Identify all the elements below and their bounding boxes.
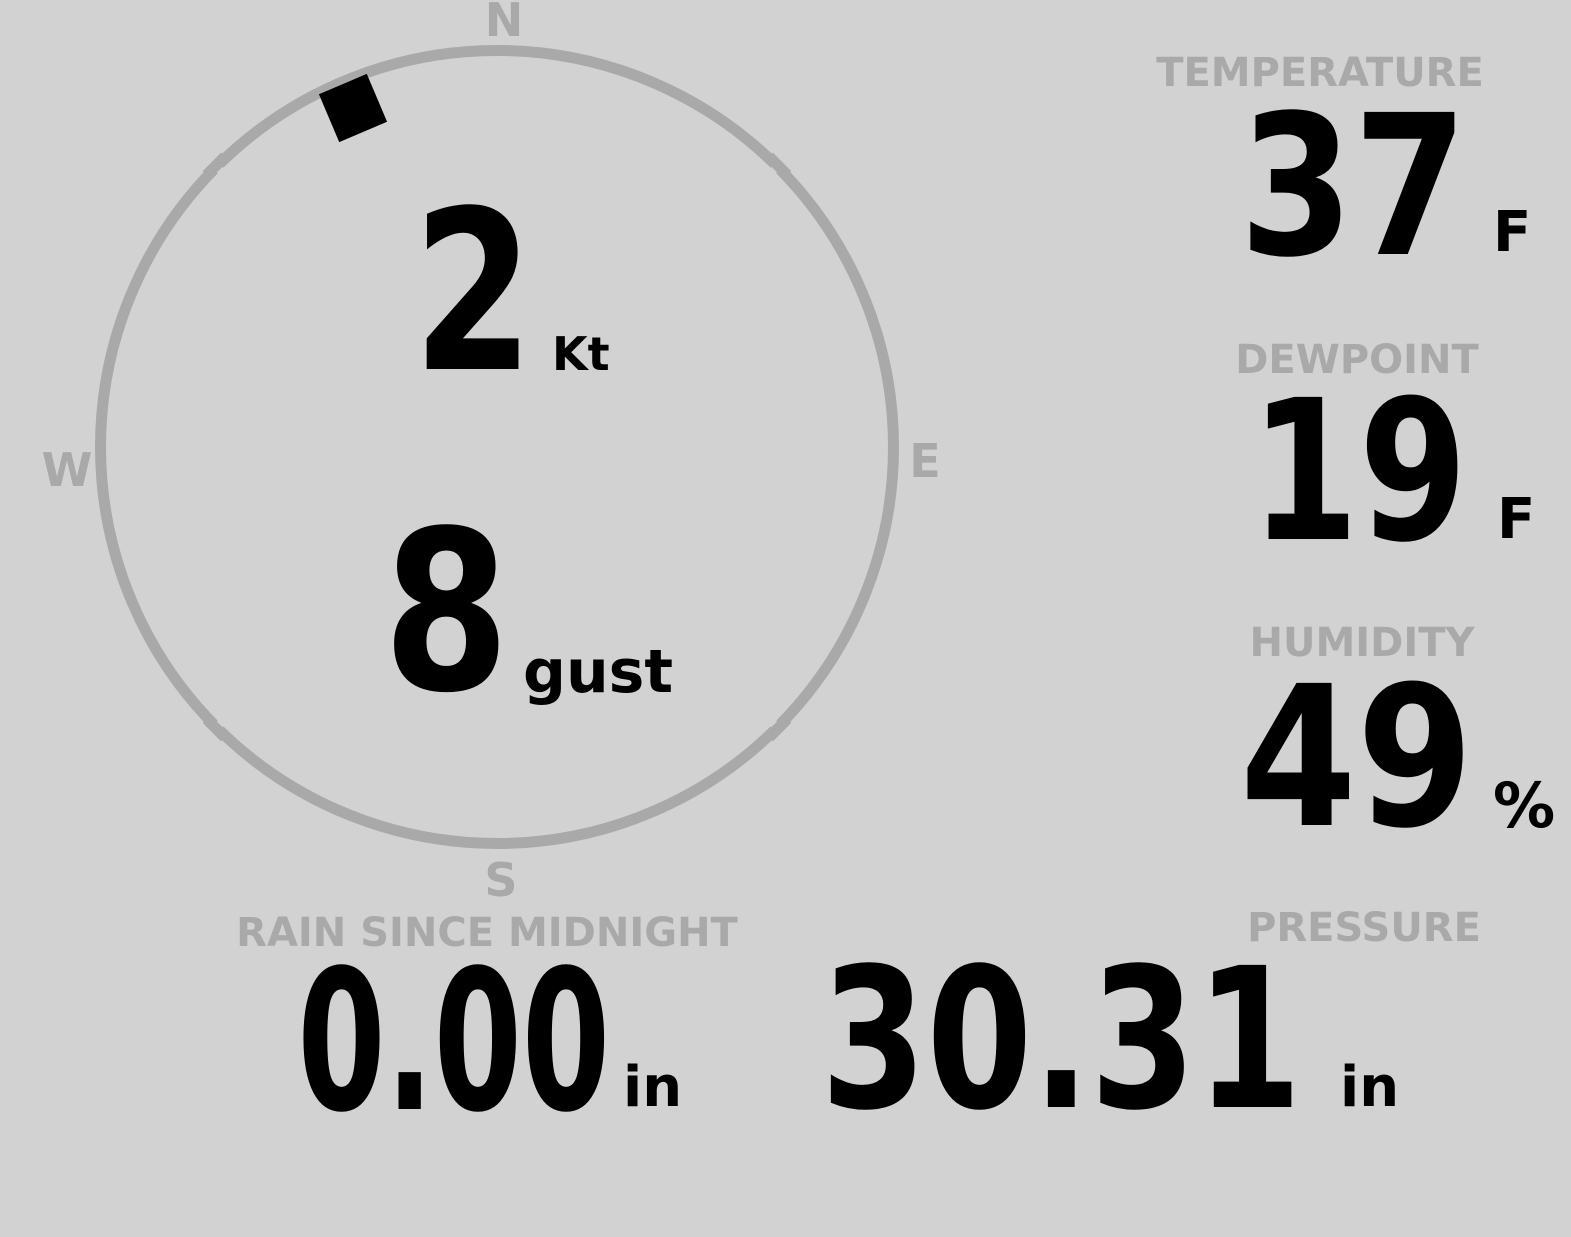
compass-ring [95, 45, 899, 849]
temperature-label: TEMPERATURE [1156, 50, 1484, 96]
wind-gust-unit: gust [523, 637, 674, 707]
temperature-value: 37 [1239, 73, 1467, 300]
pressure-label: PRESSURE [1247, 905, 1481, 951]
dewpoint-value: 19 [1249, 358, 1467, 585]
cardinal-north-label: N [484, 0, 524, 47]
dewpoint-label: DEWPOINT [1235, 337, 1479, 383]
humidity-unit: % [1493, 769, 1556, 842]
cardinal-south-label: S [484, 853, 518, 907]
cardinal-east-label: E [909, 434, 941, 488]
humidity-value: 49 [1239, 644, 1473, 871]
humidity-label: HUMIDITY [1249, 620, 1475, 666]
cardinal-west-label: W [41, 443, 93, 497]
rain-unit: in [623, 1055, 683, 1120]
rain-value: 0.00 [297, 928, 610, 1155]
wind-speed-value: 2 [413, 164, 534, 422]
wind-gust-value: 8 [383, 484, 510, 742]
rain-label: RAIN SINCE MIDNIGHT [236, 910, 738, 956]
pressure-unit: in [1340, 1055, 1400, 1120]
pressure-value: 30.31 [820, 926, 1302, 1153]
dewpoint-unit: F [1497, 487, 1536, 552]
temperature-unit: F [1493, 200, 1532, 265]
wind-speed-unit: Kt [552, 327, 610, 381]
